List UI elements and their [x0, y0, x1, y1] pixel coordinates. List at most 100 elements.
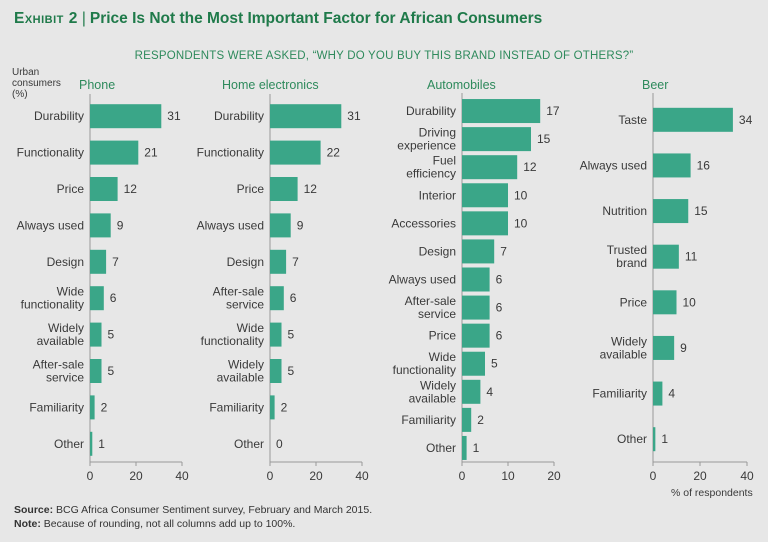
category-label-taste: Taste [618, 113, 647, 127]
data-label-accessories: 10 [514, 216, 528, 230]
category-label-line: Price [620, 295, 648, 309]
bar-wide-functionality [90, 286, 104, 311]
data-label-after-sale-service: 6 [290, 291, 297, 305]
category-label-line: Nutrition [602, 204, 647, 218]
category-label-familiarity: Familiarity [401, 413, 456, 427]
data-label-wide-functionality: 6 [110, 291, 117, 305]
category-label-wide-functionality: Wide functionality [201, 321, 265, 348]
category-label-after-sale-service: After-sale service [33, 358, 85, 385]
data-label-price: 10 [683, 295, 697, 309]
category-label-line: Familiarity [29, 400, 84, 414]
chart-home-electronics: 31 Durability 22 Functionality 12 Price 9 Alway… [197, 94, 369, 483]
bar-always-used [462, 267, 490, 292]
data-label-familiarity: 2 [477, 413, 484, 427]
category-label-line: Other [617, 432, 647, 446]
y-axis-label: Urban consumers (%) [12, 67, 61, 100]
data-label-always-used: 9 [117, 218, 124, 232]
category-label-after-sale-service: After-sale service [213, 285, 265, 312]
x-tick-label: 0 [87, 469, 94, 483]
category-label-line: Always used [17, 218, 84, 232]
category-label-line: Design [47, 255, 84, 269]
category-label-line: Other [54, 437, 84, 451]
chart-title-home-electronics: Home electronics [222, 78, 319, 92]
data-label-always-used: 16 [697, 158, 711, 172]
category-label-line: service [418, 307, 456, 321]
category-label-line: available [600, 347, 648, 361]
category-label-line: Trusted [607, 243, 647, 257]
category-label-line: service [226, 298, 264, 312]
category-label-functionality: Functionality [197, 146, 264, 160]
x-tick-label: 10 [501, 469, 515, 483]
data-label-interior: 10 [514, 188, 528, 202]
category-label-other: Other [426, 441, 456, 455]
note-line: Note: Because of rounding, not all colum… [14, 517, 372, 531]
category-label-line: Widely [420, 378, 456, 392]
category-label-other: Other [617, 432, 647, 446]
data-label-price: 12 [124, 182, 138, 196]
category-label-always-used: Always used [580, 158, 647, 172]
category-label-line: available [409, 391, 457, 405]
data-label-widely-available: 9 [680, 341, 687, 355]
category-label-line: Familiarity [209, 400, 264, 414]
category-label-price: Price [429, 329, 457, 343]
category-label-line: Interior [419, 188, 456, 202]
category-label-line: Always used [197, 218, 264, 232]
category-label-wide-functionality: Wide functionality [393, 350, 457, 377]
bar-price [90, 177, 118, 201]
category-label-design: Design [227, 255, 264, 269]
data-label-taste: 34 [739, 113, 753, 127]
bar-wide-functionality [462, 351, 485, 376]
data-label-widely-available: 5 [108, 328, 115, 342]
category-label-line: Design [227, 255, 264, 269]
category-label-line: Design [419, 244, 456, 258]
category-label-line: Durability [406, 104, 456, 118]
data-label-price: 6 [496, 329, 503, 343]
category-label-line: functionality [393, 363, 456, 377]
y-axis-label-line: consumers [12, 78, 61, 89]
data-label-durability: 17 [546, 104, 560, 118]
category-label-widely-available: Widely available [600, 334, 648, 361]
category-label-line: Price [57, 182, 85, 196]
bar-familiarity [90, 395, 95, 420]
bar-nutrition [653, 199, 689, 224]
bar-price [653, 290, 677, 315]
category-label-line: Widely [611, 334, 647, 348]
chart-phone: 31Durability21Functionality12Price9Alway… [17, 94, 189, 483]
x-tick-label: 40 [355, 469, 369, 483]
category-label-line: Wide [429, 350, 457, 364]
data-label-wide-functionality: 5 [288, 328, 295, 342]
bar-always-used [90, 213, 111, 238]
data-label-other: 0 [276, 437, 283, 451]
exhibit-title-text: Price Is Not the Most Important Factor f… [89, 10, 543, 27]
category-label-line: Widely [228, 358, 264, 372]
category-label-other: Other [234, 437, 264, 451]
x-axis-unit-label: % of respondents [671, 487, 753, 499]
bar-price [462, 323, 490, 348]
category-label-line: Price [237, 182, 265, 196]
category-label-line: Functionality [17, 146, 84, 160]
source-text: BCG Africa Consumer Sentiment survey, Fe… [56, 504, 373, 516]
data-label-familiarity: 2 [281, 400, 288, 414]
category-label-always-used: Always used [197, 218, 264, 232]
category-label-line: After-sale [405, 294, 457, 308]
bar-widely-available [270, 359, 282, 383]
bar-widely-available [90, 322, 102, 347]
x-tick-label: 0 [267, 469, 274, 483]
bar-durability [462, 99, 541, 124]
category-label-line: After-sale [33, 358, 85, 372]
category-label-line: experience [397, 139, 456, 153]
bar-driving-experience [462, 127, 531, 152]
bar-wide-functionality [270, 322, 282, 347]
category-label-durability: Durability [214, 109, 264, 123]
bar-after-sale-service [462, 295, 490, 320]
category-label-line: Wide [57, 285, 85, 299]
data-label-durability: 31 [347, 109, 361, 123]
category-label-price: Price [237, 182, 265, 196]
category-label-durability: Durability [406, 104, 456, 118]
x-tick-label: 20 [309, 469, 323, 483]
category-label-widely-available: Widely available [409, 378, 457, 405]
bar-price [270, 177, 298, 201]
note-label: Note: [14, 518, 41, 530]
category-label-line: Driving [419, 126, 456, 140]
category-label-line: efficiency [406, 167, 456, 181]
